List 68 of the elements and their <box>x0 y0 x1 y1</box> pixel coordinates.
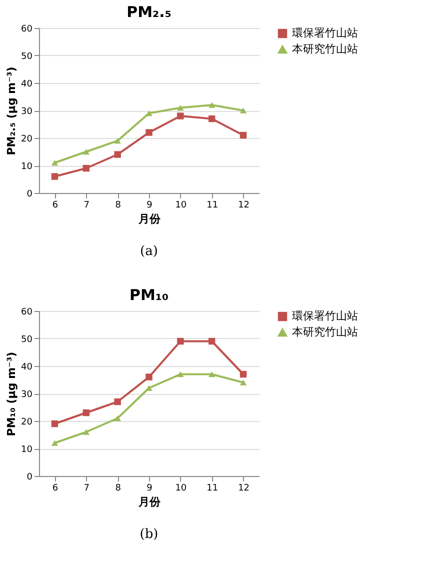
x-tick-label: 8 <box>115 484 122 494</box>
y-tick-label: 10 <box>21 445 33 455</box>
legend-label: 本研究竹山站 <box>292 42 358 56</box>
point <box>240 370 247 378</box>
point <box>51 173 58 180</box>
point <box>114 151 121 158</box>
y-tick-label: 40 <box>21 80 33 90</box>
x-tick-label: 12 <box>238 484 250 494</box>
point <box>146 385 152 391</box>
point <box>82 429 90 435</box>
y-tick-label: 60 <box>21 308 33 318</box>
x-tick-label: 10 <box>175 484 187 494</box>
y-tick-label: 20 <box>21 134 33 144</box>
x-tick-label: 6 <box>52 484 58 494</box>
point <box>114 415 121 422</box>
y-tick-label: 30 <box>21 390 33 400</box>
y-tick-label: 20 <box>21 418 33 428</box>
point <box>114 138 121 144</box>
x-tick-label: 8 <box>115 200 122 210</box>
legend-label: 環保署竹山站 <box>292 310 358 322</box>
x-tick-label: 12 <box>238 200 250 210</box>
x-tick-label: 7 <box>84 200 90 210</box>
point <box>146 129 152 136</box>
point <box>240 132 247 139</box>
x-tick-label: 7 <box>84 484 90 494</box>
y-tick-label: 50 <box>21 52 33 62</box>
legend-label: 環保署竹山站 <box>292 26 358 40</box>
y-axis-title: PM₁₀ (μg m⁻³) <box>5 352 18 436</box>
point <box>82 148 90 155</box>
point <box>114 398 121 406</box>
y-tick-label: 40 <box>21 362 33 372</box>
text: (a) <box>140 244 158 259</box>
x-tick-label: 6 <box>52 200 58 210</box>
y-tick-label: 10 <box>21 162 33 172</box>
point <box>146 110 152 116</box>
x-axis-title: 月份 <box>138 212 162 226</box>
point <box>177 104 184 111</box>
x-tick-label: 11 <box>206 484 218 494</box>
point <box>146 374 152 380</box>
y-tick-label: 0 <box>26 472 33 482</box>
x-tick-label: 10 <box>175 200 187 210</box>
x-tick-label: 9 <box>146 484 153 494</box>
x-tick-label: 9 <box>146 200 153 210</box>
point <box>208 371 216 378</box>
point <box>177 371 184 378</box>
chart-title: PM₁₀ <box>129 286 169 304</box>
point <box>177 338 184 345</box>
y-axis-title: PM₂.₅ (μg m⁻³) <box>5 66 18 156</box>
y-tick-label: 0 <box>26 190 33 200</box>
text: (b) <box>140 527 158 542</box>
y-tick-label: 50 <box>21 335 33 345</box>
point <box>177 112 184 120</box>
point <box>82 164 90 172</box>
point <box>208 115 216 122</box>
x-tick-label: 11 <box>206 200 218 210</box>
point <box>51 440 58 446</box>
point <box>82 409 90 416</box>
point <box>240 380 247 386</box>
point <box>208 338 216 345</box>
chart-title: PM₂.₅ <box>126 3 172 21</box>
point <box>240 108 247 114</box>
point <box>51 160 58 166</box>
y-tick-label: 30 <box>21 107 33 117</box>
point <box>51 420 58 428</box>
point <box>208 102 216 108</box>
y-tick-label: 60 <box>21 24 33 34</box>
x-axis-title: 月份 <box>138 496 162 508</box>
legend-label: 本研究竹山站 <box>292 326 358 338</box>
